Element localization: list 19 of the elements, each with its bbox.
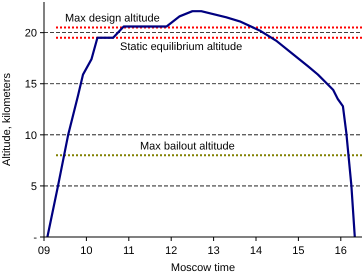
x-tick-label: 13 (207, 245, 220, 257)
x-tick-label: 12 (165, 245, 178, 257)
y-tick-label: - (33, 232, 38, 244)
x-tick-label: 11 (123, 245, 135, 257)
y-tick-label: 10 (24, 130, 37, 142)
line-series (46, 10, 356, 238)
ref-line-label: Static equilibrium altitude (120, 40, 242, 53)
x-tick-label: 16 (334, 245, 347, 257)
x-axis-title: Moscow time (170, 262, 236, 274)
x-tick-label: 10 (80, 245, 93, 257)
y-tick-label: 20 (24, 28, 37, 40)
y-tick-label: 15 (24, 78, 37, 91)
x-tick-label: 14 (250, 245, 262, 257)
ref-line-label: Max bailout altitude (140, 140, 235, 152)
x-tick-label: 15 (292, 245, 305, 257)
y-tick-label: 5 (30, 180, 37, 193)
ref-line-label: Max design altitude (65, 12, 160, 25)
x-tick-label: 09 (38, 245, 50, 257)
y-axis-title: Altitude, kilometers (1, 72, 13, 166)
